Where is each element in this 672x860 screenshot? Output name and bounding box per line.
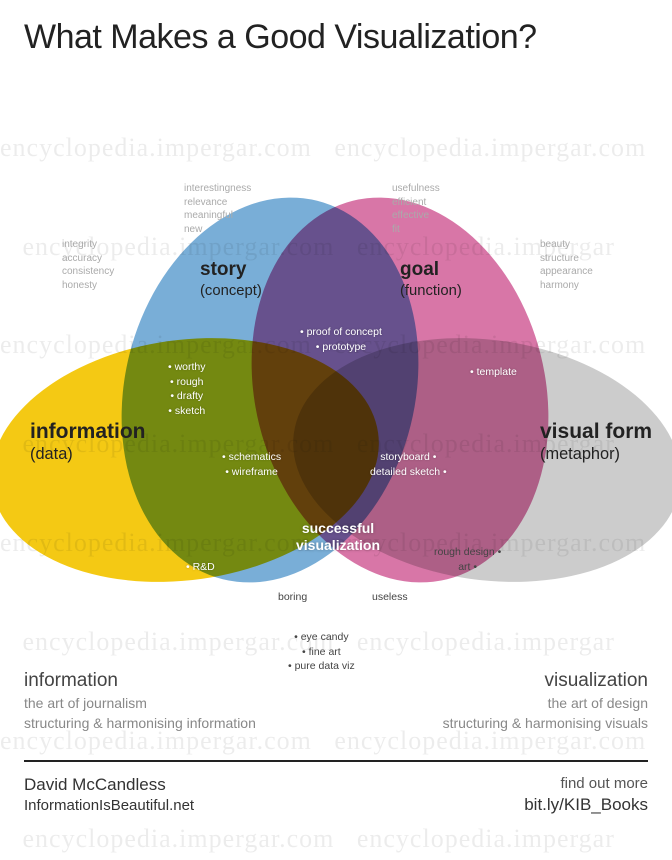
pillar-label-story: story(concept): [200, 260, 262, 299]
center-label: successful visualization: [296, 520, 380, 554]
overlap-goal-visual-bottom: useless: [372, 590, 408, 605]
def-term-left: information: [24, 670, 311, 692]
def-sub1-right: the art of design: [361, 694, 648, 712]
pillar-label-information: information(data): [30, 420, 146, 463]
footer-definitions: information the art of journalism struct…: [24, 670, 648, 732]
overlap-info-visual-left: • R&D: [186, 560, 215, 575]
pillar-label-goal: goal(function): [400, 260, 462, 299]
pillar-label-visual: visual form(metaphor): [540, 420, 652, 463]
definition-visualization: visualization the art of design structur…: [361, 670, 648, 732]
footer-divider: [24, 760, 648, 762]
credit-more-link[interactable]: bit.ly/KIB_Books: [524, 794, 648, 816]
overlap-info-visual-bottom: boring: [278, 590, 307, 605]
overlap-goal-visual: • template: [470, 365, 517, 380]
definition-information: information the art of journalism struct…: [24, 670, 311, 732]
def-sub1-left: the art of journalism: [24, 694, 311, 712]
overlap-info-story: • worthy• rough• drafty• sketch: [168, 360, 206, 419]
def-sub2-left: structuring & harmonising information: [24, 714, 311, 732]
credit-more-label: find out more: [524, 774, 648, 794]
overlap-info-only-bottom: • eye candy• fine art• pure data viz: [288, 630, 355, 674]
overlap-visual-only: rough design •art •: [434, 545, 501, 574]
overlap-info-story-goal: • schematics• wireframe: [222, 450, 281, 479]
pillar-note-visual: beauty structure appearance harmony: [540, 238, 593, 292]
pillar-note-story: interestingness relevance meaningful new: [184, 182, 251, 236]
pillar-note-goal: usefulness efficient effective fit: [392, 182, 440, 236]
page-title: What Makes a Good Visualization?: [24, 18, 537, 57]
def-term-right: visualization: [361, 670, 648, 692]
overlap-story-goal-visual: storyboard •detailed sketch •: [370, 450, 447, 479]
footer-credits: David McCandless InformationIsBeautiful.…: [24, 774, 648, 816]
credit-author-block: David McCandless InformationIsBeautiful.…: [24, 774, 194, 816]
credit-author: David McCandless: [24, 774, 194, 796]
def-sub2-right: structuring & harmonising visuals: [361, 714, 648, 732]
venn-diagram: information(data) integrity accuracy cons…: [0, 90, 672, 630]
pillar-note-information: integrity accuracy consistency honesty: [62, 238, 114, 292]
overlap-story-goal: • proof of concept• prototype: [300, 325, 382, 354]
credit-site[interactable]: InformationIsBeautiful.net: [24, 796, 194, 816]
credit-link-block: find out more bit.ly/KIB_Books: [524, 774, 648, 816]
